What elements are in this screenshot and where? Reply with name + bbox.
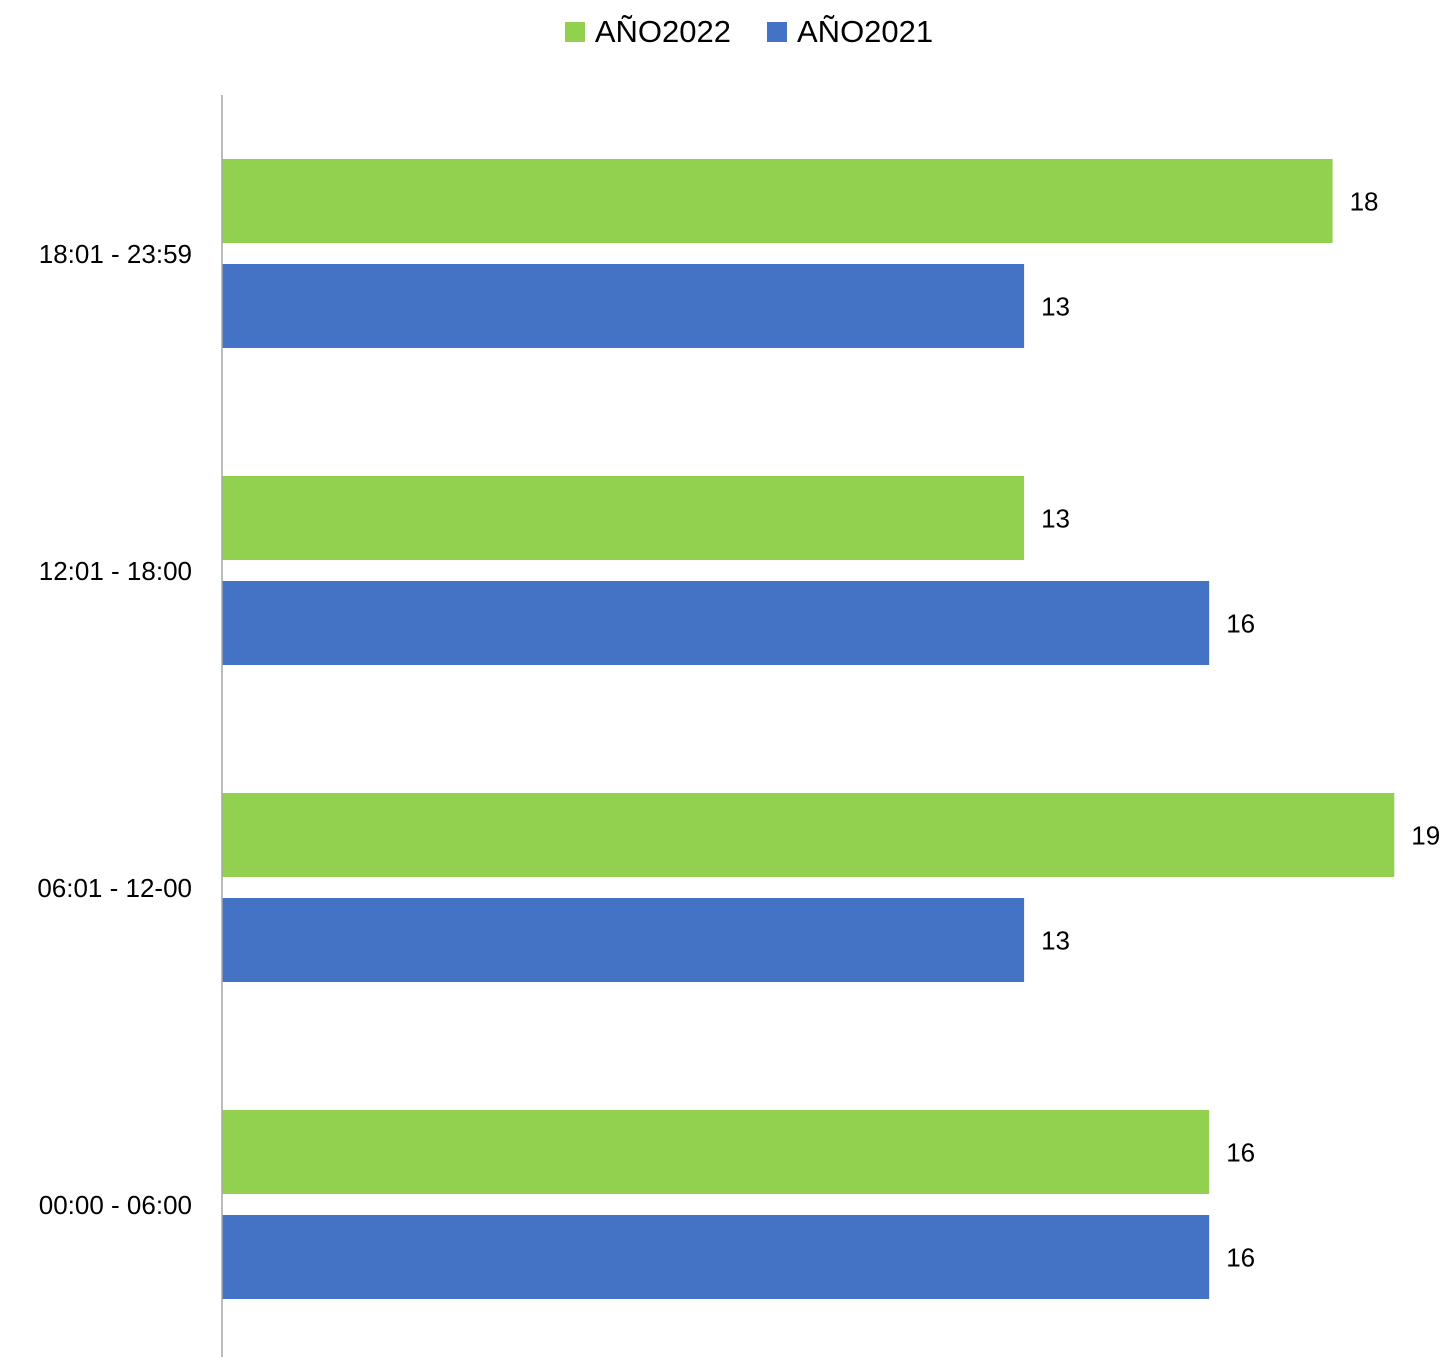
bar-series-1-cat-3: [222, 1215, 1210, 1299]
data-label-series-0-cat-3: 16: [1226, 1137, 1255, 1167]
category-label-2: 06:01 - 12-00: [37, 873, 192, 903]
data-label-series-1-cat-0: 13: [1041, 291, 1070, 321]
legend-label-series-0: AÑO2022: [594, 14, 731, 49]
legend-item-series-0: AÑO2022: [564, 14, 731, 50]
data-label-series-1-cat-3: 16: [1226, 1242, 1255, 1272]
data-label-series-0-cat-0: 18: [1350, 186, 1379, 216]
data-label-series-1-cat-1: 16: [1226, 608, 1255, 638]
legend-item-series-1: AÑO2021: [767, 14, 933, 50]
bar-series-1-cat-2: [222, 898, 1025, 982]
category-label-3: 00:00 - 06:00: [39, 1190, 192, 1220]
data-label-series-0-cat-2: 19: [1411, 820, 1440, 850]
bar-series-1-cat-1: [222, 581, 1210, 665]
bar-series-1-cat-0: [222, 264, 1025, 348]
legend-swatch-series-1: [767, 22, 787, 42]
bar-series-0-cat-3: [222, 1110, 1210, 1194]
data-label-series-0-cat-1: 13: [1041, 503, 1070, 533]
bar-series-0-cat-2: [222, 793, 1395, 877]
bar-series-0-cat-0: [222, 159, 1333, 243]
category-label-1: 12:01 - 18:00: [39, 556, 192, 586]
chart-legend: AÑO2022 AÑO2021: [0, 14, 1448, 50]
bar-series-0-cat-1: [222, 476, 1025, 560]
data-label-series-1-cat-2: 13: [1041, 925, 1070, 955]
category-label-0: 18:01 - 23:59: [39, 239, 192, 269]
legend-label-series-1: AÑO2021: [797, 14, 934, 49]
legend-swatch-series-0: [564, 22, 585, 42]
